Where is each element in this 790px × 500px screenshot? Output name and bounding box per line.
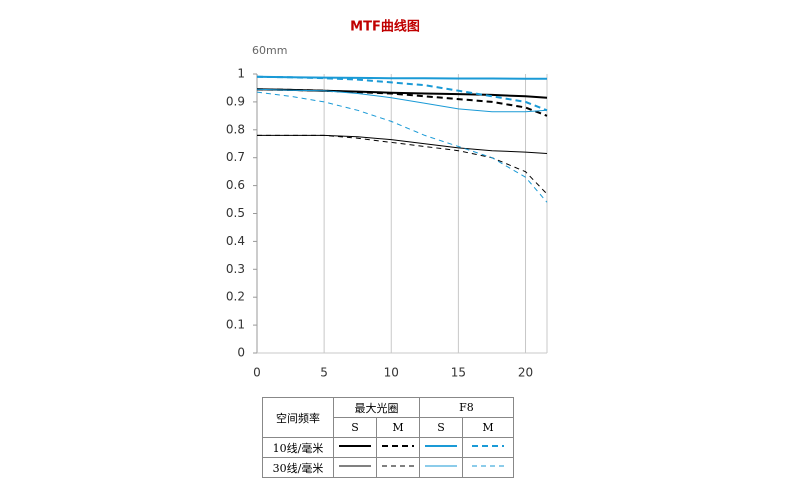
x-tick-label: 15 bbox=[451, 366, 466, 380]
legend-sample bbox=[472, 465, 504, 467]
y-tick-label: 0.2 bbox=[226, 290, 245, 304]
mtf-curve bbox=[257, 134, 548, 154]
legend-cell bbox=[419, 457, 463, 478]
legend-subhead: S bbox=[419, 417, 463, 438]
legend-header: 空间频率 bbox=[262, 397, 334, 438]
legend-sample bbox=[382, 445, 414, 447]
legend-sample bbox=[382, 465, 414, 467]
chart-title: MTF曲线图 bbox=[350, 19, 420, 35]
y-tick-label: 0.7 bbox=[226, 150, 245, 164]
legend-cell bbox=[462, 437, 514, 458]
legend-sample bbox=[472, 445, 504, 447]
mtf-curve bbox=[256, 91, 548, 203]
legend-cell bbox=[419, 437, 463, 458]
y-tick-label: 0.8 bbox=[226, 122, 245, 136]
legend-sample bbox=[339, 445, 371, 447]
mtf-curve bbox=[257, 134, 548, 195]
legend-row-label: 10线/毫米 bbox=[262, 437, 334, 458]
legend-row-label: 30线/毫米 bbox=[262, 457, 334, 478]
y-tick-label: 0.1 bbox=[226, 318, 245, 332]
y-tick-label: 0.5 bbox=[226, 206, 245, 220]
x-tick-label: 20 bbox=[518, 366, 533, 380]
legend-cell bbox=[462, 457, 514, 478]
legend-table: 空间频率 最大光圈 F8 S M S M 10线/毫米 30线/毫米 bbox=[262, 397, 514, 478]
legend-subhead: M bbox=[462, 417, 514, 438]
x-tick-label: 0 bbox=[253, 366, 261, 380]
y-tick-label: 0.9 bbox=[226, 94, 245, 108]
y-tick-label: 0.4 bbox=[226, 234, 245, 248]
mtf-curve bbox=[256, 75, 548, 112]
y-tick-label: 0.3 bbox=[226, 262, 245, 276]
legend-subhead: M bbox=[376, 417, 420, 438]
chart: MTF曲线图 60mm 0 0.1 0.2 0.3 0.4 0.5 0.6 0.7 0.8 0.9… bbox=[226, 19, 548, 380]
legend-cell bbox=[376, 437, 420, 458]
legend-subhead: S bbox=[333, 417, 377, 438]
lens-label: 60mm bbox=[252, 44, 287, 57]
mtf-curve bbox=[256, 88, 548, 113]
y-tick-label: 1 bbox=[237, 67, 245, 81]
legend-sample bbox=[339, 465, 371, 467]
legend-cell bbox=[333, 437, 377, 458]
legend-cell bbox=[376, 457, 420, 478]
x-tick-label: 5 bbox=[320, 366, 328, 380]
x-tick-label: 10 bbox=[384, 366, 399, 380]
y-tick-label: 0 bbox=[237, 346, 245, 360]
legend-sample bbox=[425, 445, 457, 447]
legend-group: F8 bbox=[419, 397, 514, 418]
y-tick-label: 0.6 bbox=[226, 178, 245, 192]
legend-sample bbox=[425, 465, 457, 467]
legend-group: 最大光圈 bbox=[333, 397, 420, 418]
legend-cell bbox=[333, 457, 377, 478]
